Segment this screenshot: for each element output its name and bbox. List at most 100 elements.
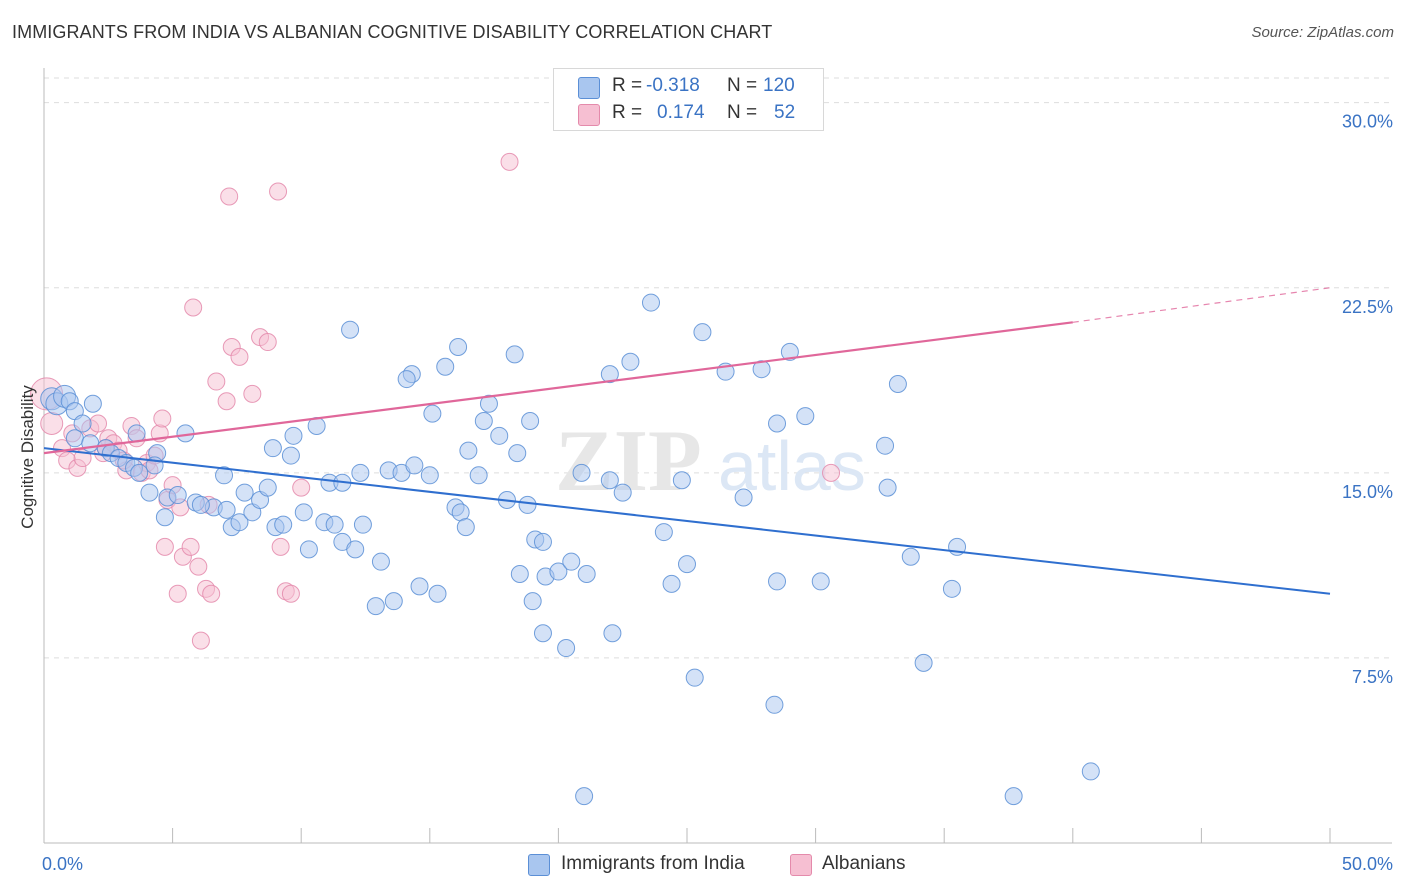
point-albanians — [189, 557, 208, 576]
point-india — [263, 439, 282, 458]
point-albanians — [292, 478, 311, 497]
point-india — [518, 495, 537, 514]
point-albanians — [89, 414, 108, 433]
point-india — [436, 357, 455, 376]
point-albanians — [281, 584, 300, 603]
n-value-albanians: 52 — [774, 102, 796, 123]
point-india — [81, 434, 100, 453]
series-legend: Immigrants from India Albanians — [528, 852, 928, 878]
stats-legend: R = -0.318 N = 120 R = 0.174 N = 52 — [553, 68, 824, 131]
point-india — [274, 515, 293, 534]
y-tick-label: 7.5% — [1352, 667, 1393, 687]
point-india — [796, 407, 815, 426]
point-india — [405, 456, 424, 475]
point-india — [1004, 787, 1023, 806]
point-albanians — [269, 182, 288, 201]
point-india — [510, 565, 529, 584]
point-india — [449, 337, 468, 356]
legend-label-albanians: Albanians — [822, 853, 906, 874]
stats-row-albanians: R = 0.174 N = 52 — [554, 102, 823, 128]
point-india — [603, 624, 622, 643]
point-india — [1081, 762, 1100, 781]
point-india — [914, 653, 933, 672]
watermark: ZIP atlas — [555, 413, 866, 510]
point-india — [600, 471, 619, 490]
tick-labels: 7.5% 15.0% 22.5% 30.0% 0.0% 50.0% — [42, 112, 1393, 874]
r-value-india: -0.318 — [646, 75, 700, 96]
point-india — [490, 426, 509, 445]
point-india — [888, 375, 907, 393]
point-india — [371, 552, 390, 571]
point-india — [235, 483, 254, 502]
point-india — [811, 572, 830, 591]
r-value-albanians: 0.174 — [657, 102, 705, 123]
point-albanians — [230, 347, 249, 366]
point-india — [562, 552, 581, 571]
point-india — [140, 483, 159, 502]
y-tick-label: 30.0% — [1342, 112, 1393, 132]
trend-line-albanians — [43, 321, 1073, 455]
x-tick-label: 0.0% — [42, 854, 83, 874]
point-albanians — [243, 384, 262, 403]
point-india — [672, 471, 691, 490]
point-india — [294, 503, 313, 522]
point-india — [521, 412, 540, 431]
point-albanians — [220, 187, 239, 206]
point-india — [575, 787, 594, 806]
point-india — [346, 540, 365, 559]
point-india — [600, 365, 619, 384]
point-india — [384, 592, 403, 611]
x-tick-label: 50.0% — [1342, 854, 1393, 874]
point-india — [662, 574, 681, 593]
point-india — [765, 695, 784, 714]
y-tick-label: 15.0% — [1342, 482, 1393, 502]
point-india — [768, 414, 787, 433]
point-india — [191, 495, 210, 514]
point-india — [127, 424, 146, 443]
series-immigrants-india — [40, 293, 1100, 806]
swatch-albanians — [578, 104, 600, 126]
axes — [43, 68, 1392, 844]
point-india — [410, 577, 429, 596]
point-albanians — [184, 298, 203, 317]
point-india — [459, 441, 478, 460]
point-india — [901, 547, 920, 566]
point-india — [577, 565, 596, 584]
r-label: R = — [612, 75, 643, 96]
point-india — [469, 466, 488, 485]
legend-label-india: Immigrants from India — [561, 853, 745, 874]
point-albanians — [822, 463, 841, 482]
point-india — [505, 345, 524, 364]
point-india — [549, 562, 568, 581]
chart-source: Source: ZipAtlas.com — [1251, 24, 1394, 41]
point-india — [876, 436, 895, 455]
n-label: N = — [727, 102, 758, 123]
point-india — [557, 639, 576, 658]
point-india — [878, 478, 897, 497]
n-value-india: 120 — [763, 75, 795, 96]
stats-row-india: R = -0.318 N = 120 — [554, 75, 823, 101]
point-albanians — [155, 537, 174, 556]
point-india — [474, 412, 493, 431]
point-india — [83, 394, 102, 413]
point-india — [780, 342, 799, 361]
point-india — [508, 444, 527, 463]
chart-title: IMMIGRANTS FROM INDIA VS ALBANIAN COGNIT… — [12, 22, 773, 42]
point-albanians — [181, 537, 200, 556]
legend-swatch-india — [528, 854, 550, 876]
point-india — [130, 463, 149, 482]
point-albanians — [500, 152, 519, 171]
y-tick-label: 22.5% — [1342, 297, 1393, 317]
point-india — [685, 668, 704, 687]
point-india — [641, 293, 660, 312]
point-india — [533, 624, 552, 643]
point-india — [456, 518, 475, 537]
point-india — [621, 352, 640, 371]
point-india — [341, 320, 360, 339]
point-albanians — [40, 411, 64, 435]
y-axis-label: Cognitive Disability — [18, 385, 37, 529]
point-india — [397, 370, 416, 389]
point-india — [284, 426, 303, 445]
point-albanians — [217, 392, 236, 411]
